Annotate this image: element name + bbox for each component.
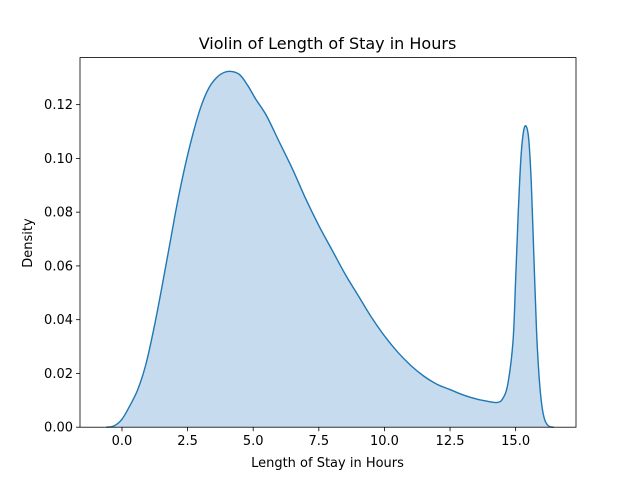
y-tick-label: 0.02 <box>44 367 73 382</box>
density-area <box>106 71 554 428</box>
y-tick-label: 0.06 <box>44 259 73 274</box>
y-tick-label: 0.04 <box>44 313 73 328</box>
chart-title: Violin of Length of Stay in Hours <box>199 34 457 53</box>
x-tick-label: 5.0 <box>243 434 264 449</box>
y-tick-label: 0.12 <box>44 98 73 113</box>
x-axis: 0.0 2.5 5.0 7.5 10.0 12.5 15.0 <box>112 427 530 449</box>
x-tick-label: 10.0 <box>370 434 399 449</box>
density-line <box>106 70 554 428</box>
y-axis-title: Density <box>21 218 36 268</box>
x-tick-label: 12.5 <box>436 434 465 449</box>
x-tick-label: 15.0 <box>501 434 530 449</box>
x-tick-label: 7.5 <box>308 434 329 449</box>
y-tick-label: 0.10 <box>44 152 73 167</box>
y-tick-label: 0.08 <box>44 206 73 221</box>
x-axis-title: Length of Stay in Hours <box>251 456 404 471</box>
x-tick-label: 0.0 <box>112 434 133 449</box>
y-axis: 0.00 0.02 0.04 0.06 0.08 0.10 0.12 <box>44 98 80 436</box>
plot-area <box>106 70 554 428</box>
plot-frame <box>79 57 577 428</box>
x-tick-label: 2.5 <box>177 434 198 449</box>
y-tick-label: 0.00 <box>44 421 73 436</box>
